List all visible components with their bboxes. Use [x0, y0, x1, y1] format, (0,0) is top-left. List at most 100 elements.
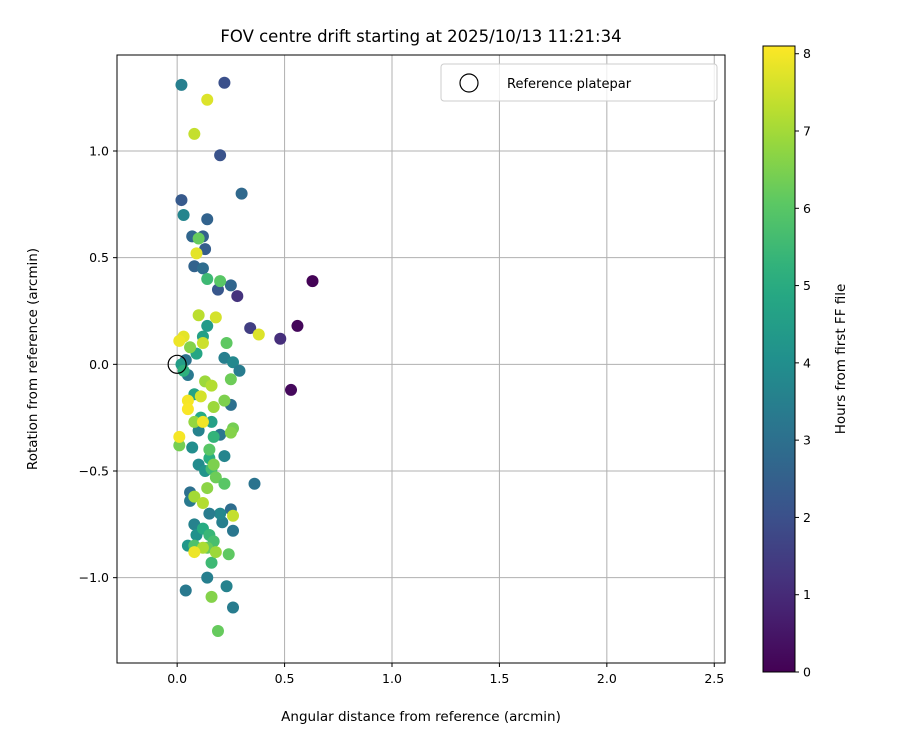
plot-frame [116, 54, 726, 664]
data-point [220, 580, 233, 593]
grid-lines [117, 55, 725, 663]
colorbar-tick-label: 1 [803, 587, 811, 602]
colorbar-tick-label: 3 [803, 433, 811, 448]
data-point [181, 403, 194, 416]
data-point [207, 458, 220, 471]
data-point [194, 390, 207, 403]
data-point [201, 213, 214, 226]
y-tick-label: −1.0 [79, 570, 109, 585]
x-axis-label: Angular distance from reference (arcmin) [281, 709, 561, 725]
x-axis-ticks: 0.0 0.5 1.0 1.5 2.0 2.5 [167, 663, 724, 686]
data-point [220, 337, 233, 349]
data-point [207, 401, 220, 413]
y-tick-label: −0.5 [79, 464, 109, 479]
data-point [205, 556, 218, 569]
data-point [218, 477, 231, 490]
data-point [244, 322, 257, 335]
x-tick-label: 0.5 [275, 671, 295, 686]
data-point [188, 415, 201, 428]
data-point [201, 482, 214, 495]
colorbar-tick-label: 4 [803, 355, 811, 370]
colorbar-tick-label: 6 [803, 201, 811, 216]
reference-marker-group [167, 354, 187, 374]
reference-platepar-marker [167, 354, 187, 374]
data-point [211, 625, 224, 637]
x-tick-label: 1.5 [489, 671, 509, 686]
data-point [173, 334, 186, 347]
colorbar-tick-label: 2 [803, 510, 811, 525]
y-tick-label: 1.0 [89, 144, 109, 159]
data-point [192, 309, 205, 322]
data-point [306, 275, 319, 288]
data-point [196, 262, 209, 275]
data-point [209, 311, 222, 324]
data-point [214, 275, 227, 288]
colorbar [762, 45, 796, 673]
data-point [218, 394, 231, 407]
data-point [190, 247, 203, 260]
data-point [181, 394, 194, 407]
legend-reference-marker [459, 73, 479, 93]
data-point [179, 584, 192, 597]
y-axis-label: Rotation from reference (arcmin) [25, 248, 41, 470]
data-point [227, 509, 240, 522]
data-points [173, 76, 319, 637]
colorbar-ticks: 0 1 2 3 4 5 6 7 8 [795, 46, 811, 680]
x-tick-label: 2.5 [704, 671, 724, 686]
data-point [188, 127, 201, 140]
data-point [252, 328, 265, 341]
data-point [285, 383, 298, 396]
data-point [209, 471, 222, 484]
data-point [218, 76, 231, 89]
data-point [203, 443, 216, 456]
x-tick-label: 1.0 [382, 671, 402, 686]
colorbar-tick-label: 7 [803, 124, 811, 139]
data-point [196, 497, 209, 509]
legend-entry-label: Reference platepar [507, 77, 632, 92]
data-point [201, 93, 214, 106]
data-point [207, 430, 220, 443]
data-point [186, 441, 199, 454]
legend-box [440, 63, 718, 102]
data-point [175, 78, 188, 91]
data-point [205, 415, 218, 428]
data-point [274, 332, 287, 345]
data-point [196, 415, 209, 428]
chart-title: FOV centre drift starting at 2025/10/13 … [220, 27, 621, 46]
colorbar-tick-label: 0 [803, 665, 811, 680]
data-point [224, 279, 237, 292]
data-point [205, 379, 218, 392]
data-point [173, 439, 186, 452]
data-point [227, 356, 240, 369]
data-point [291, 319, 304, 332]
y-tick-label: 0.0 [89, 357, 109, 372]
data-point [188, 546, 201, 559]
data-point [209, 546, 222, 559]
data-point [192, 232, 205, 245]
data-point [214, 507, 227, 520]
data-point [235, 187, 248, 200]
data-point [214, 149, 227, 162]
data-point [227, 524, 240, 537]
data-point [201, 273, 214, 285]
y-tick-label: 0.5 [89, 250, 109, 265]
data-point [203, 507, 216, 520]
data-point [196, 337, 209, 349]
x-tick-label: 2.0 [597, 671, 617, 686]
colorbar-label: Hours from first FF file [833, 284, 849, 435]
data-point [224, 426, 237, 439]
data-point [248, 477, 261, 490]
data-point [173, 430, 186, 443]
data-point [201, 571, 214, 584]
data-point [233, 364, 246, 377]
y-axis-ticks: −1.0 −0.5 0.0 0.5 1.0 [79, 144, 117, 585]
data-point [175, 194, 188, 207]
data-point [227, 601, 240, 614]
x-tick-label: 0.0 [167, 671, 187, 686]
data-point [222, 548, 235, 561]
colorbar-tick-label: 8 [803, 46, 811, 61]
data-point [188, 490, 201, 503]
data-point [184, 341, 197, 354]
data-point [201, 319, 214, 332]
